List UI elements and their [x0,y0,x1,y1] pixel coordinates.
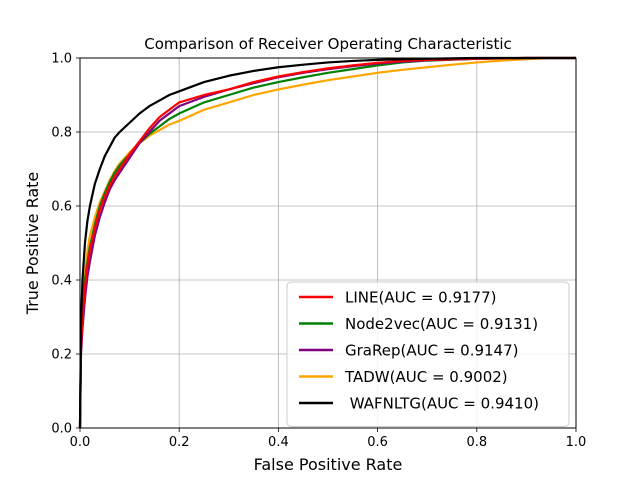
chart-title: Comparison of Receiver Operating Charact… [144,35,512,53]
y-tick-label: 0.0 [51,422,72,437]
legend-box [286,281,570,427]
x-tick-label: 0.8 [466,435,487,450]
x-tick-label: 0.4 [268,435,289,450]
x-tick-label: 0.0 [70,435,91,450]
axis-ticks: 0.0 0.2 0.4 0.6 0.8 1.0 0.0 0.2 0.4 0.6 0.8 1.0 [51,52,586,451]
series-line-0 [78,56,576,429]
series-line-3 [78,56,576,429]
x-axis-label: False Positive Rate [254,455,403,474]
x-tick-label: 0.6 [367,435,388,450]
y-tick-label: 0.4 [51,274,72,289]
series-line-4 [78,56,576,429]
grid [79,57,577,429]
legend-entry-label: Node2vec(AUC = 0.9131) [345,315,538,333]
y-tick-label: 1.0 [51,52,72,67]
legend-entry-label: LINE(AUC = 0.9177) [345,289,497,307]
y-tick-label: 0.2 [51,348,72,363]
x-tick-label: 1.0 [566,435,587,450]
y-tick-label: 0.6 [51,200,72,215]
plot-frame [79,57,577,429]
legend-entry-label: TADW(AUC = 0.9002) [344,368,508,386]
series-lines [78,56,576,429]
y-tick-label: 0.8 [51,126,72,141]
legend-entry-label: GraRep(AUC = 0.9147) [345,342,519,360]
x-tick-label: 0.2 [169,435,190,450]
legend-entry-label: WAFNLTG(AUC = 0.9410) [345,395,539,413]
y-axis-label: True Positive Rate [23,172,42,316]
legend: LINE(AUC = 0.9177) Node2vec(AUC = 0.9131)… [286,281,570,427]
